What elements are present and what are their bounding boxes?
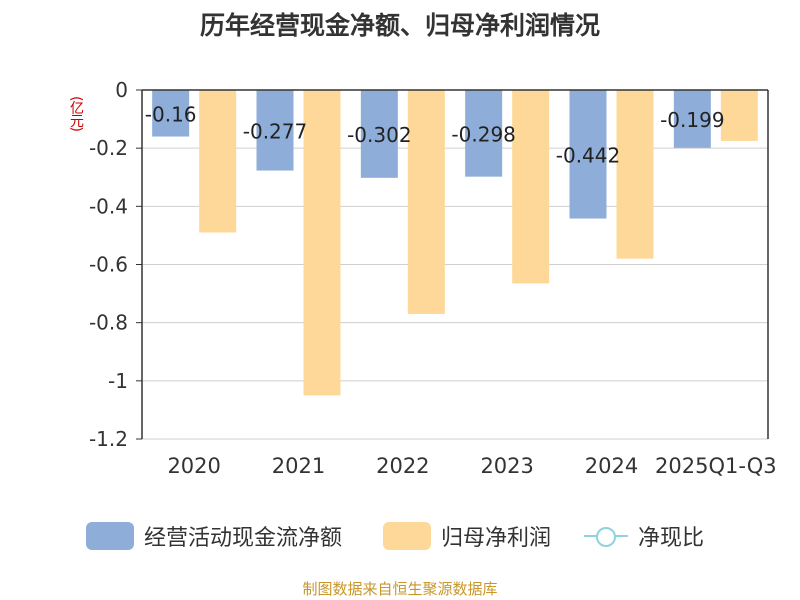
data-label-cash-flow: -0.277 (243, 119, 307, 143)
legend-item-cash-ratio[interactable]: 净现比 (582, 516, 704, 556)
x-tick-label: 2025Q1-Q3 (655, 454, 777, 478)
chart-title: 历年经营现金净额、归母净利润情况 (199, 11, 600, 40)
y-axis-unit-label: (亿元) (68, 96, 84, 131)
bar-cash-flow (465, 90, 503, 177)
legend-label-cash-ratio: 净现比 (638, 526, 705, 551)
y-tick-label: -0.4 (89, 194, 128, 218)
x-tick-label: 2021 (272, 454, 325, 478)
source-label: 制图数据来自恒生聚源数据库 (302, 580, 498, 598)
data-label-cash-flow: -0.199 (660, 108, 724, 132)
y-tick-label: -0.8 (89, 311, 128, 335)
bar-net-profit (616, 90, 654, 259)
bar-net-profit (720, 90, 758, 141)
y-tick-label: -0.6 (89, 253, 128, 277)
bar-net-profit (512, 90, 550, 284)
data-label-cash-flow: -0.298 (451, 122, 515, 146)
bar-cash-flow (673, 90, 711, 148)
legend-swatch-net-profit (383, 522, 431, 550)
legend-label-net-profit: 归母净利润 (441, 526, 552, 551)
legend-swatch-cash-ratio (582, 522, 630, 550)
bar-net-profit (407, 90, 445, 314)
y-tick-label: -1 (108, 369, 128, 393)
y-tick-label: -1.2 (89, 427, 128, 451)
bar-cash-flow (360, 90, 398, 178)
legend-label-cash-flow: 经营活动现金流净额 (144, 526, 343, 551)
x-tick-label: 2023 (480, 454, 533, 478)
x-tick-label: 2022 (376, 454, 429, 478)
y-tick-label: 0 (115, 78, 128, 102)
bar-cash-flow (256, 90, 294, 171)
bar-net-profit (199, 90, 237, 233)
x-tick-label: 2020 (167, 454, 220, 478)
bar-net-profit (303, 90, 341, 396)
bar-cash-flow (152, 90, 190, 137)
legend-swatch-cash-flow (86, 522, 134, 550)
data-label-cash-flow: -0.302 (347, 123, 411, 147)
bar-cash-flow (569, 90, 607, 219)
x-tick-label: 2024 (585, 454, 638, 478)
y-tick-label: -0.2 (89, 136, 128, 160)
legend-item-net-profit[interactable]: 归母净利润 (383, 516, 551, 556)
legend: 经营活动现金流净额 归母净利润 净现比 (0, 516, 800, 556)
data-label-cash-flow: -0.442 (556, 143, 620, 167)
legend-item-cash-flow[interactable]: 经营活动现金流净额 (86, 516, 342, 556)
data-label-cash-flow: -0.16 (145, 102, 197, 126)
